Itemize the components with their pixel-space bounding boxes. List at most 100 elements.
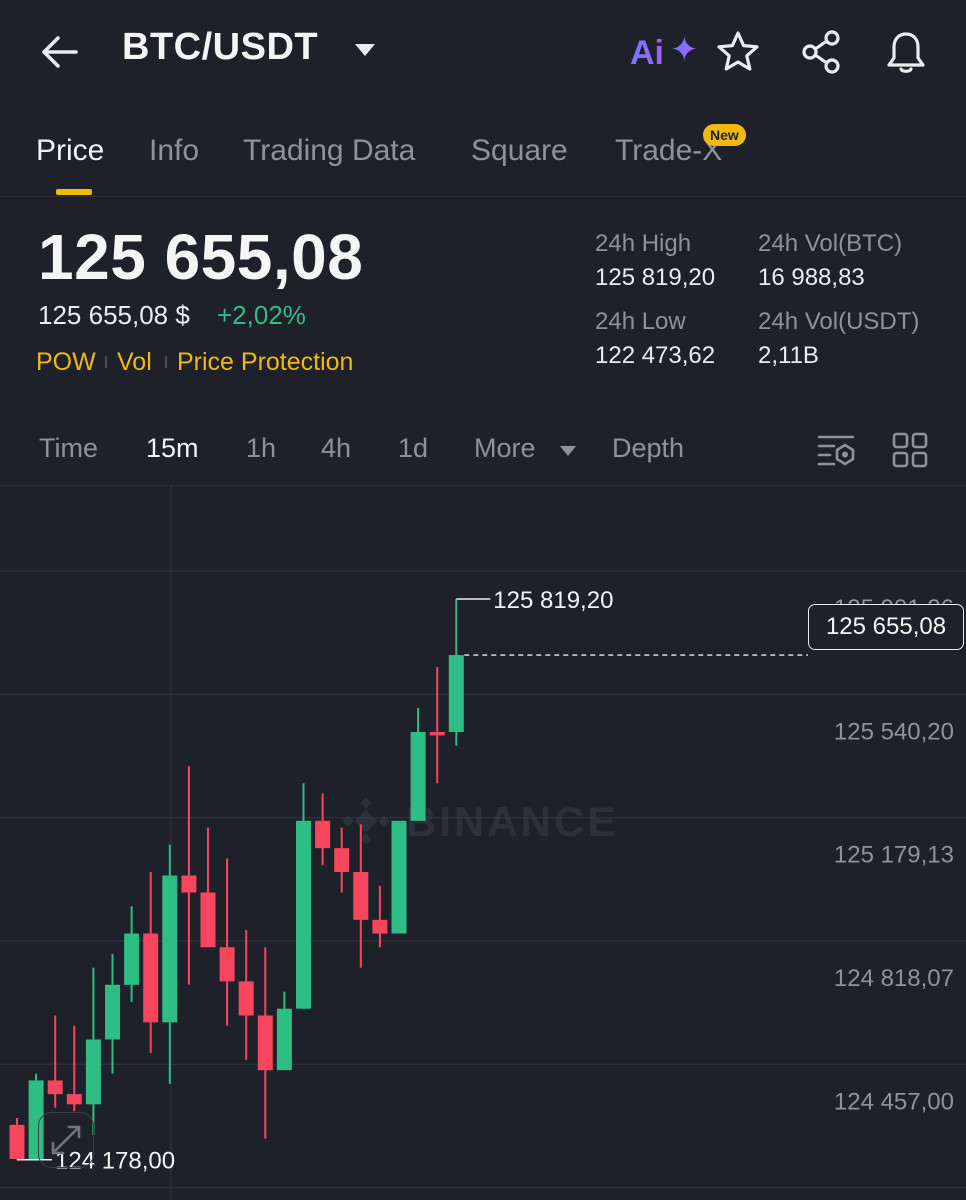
candles: [9, 599, 464, 1160]
fiat-price: 125 655,08 $: [38, 300, 190, 330]
interval-more[interactable]: More: [474, 433, 536, 463]
candle: [315, 793, 331, 866]
caret-down-icon[interactable]: [558, 444, 578, 458]
binance-watermark: BINANCE: [342, 797, 618, 845]
candle: [105, 954, 120, 1074]
candle: [334, 827, 350, 893]
candle: [143, 872, 159, 1054]
candlestick-chart[interactable]: BINANCE 125 819,20 124 178,00 125 901,261…: [0, 486, 966, 1200]
candle-body: [143, 933, 159, 1023]
stat-24h-low-value: 122 473,62: [595, 342, 716, 369]
low-marker-label: 124 178,00: [55, 1148, 175, 1175]
expand-chart-button[interactable]: [38, 1112, 94, 1168]
candle: [238, 930, 254, 1060]
candle: [448, 599, 464, 746]
candle-body: [429, 731, 445, 736]
candle: [47, 1015, 63, 1108]
indicator-settings-icon[interactable]: [816, 432, 856, 468]
candle-body: [391, 820, 407, 934]
grid-layer: [0, 570, 966, 1189]
candle: [296, 783, 311, 1009]
pair-title[interactable]: BTC/USDT: [122, 26, 319, 68]
tag-separator: [165, 356, 167, 368]
candle: [276, 991, 292, 1071]
y-tick-label: 124 457,00: [834, 1088, 954, 1115]
back-arrow-icon[interactable]: [38, 30, 82, 74]
candle-body: [124, 933, 140, 985]
interval-time[interactable]: Time: [39, 433, 98, 463]
interval-1h[interactable]: 1h: [246, 433, 277, 463]
interval-4h[interactable]: 4h: [321, 433, 352, 463]
candle-body: [200, 892, 216, 948]
stat-24h-vol-btc-value: 16 988,83: [758, 264, 865, 291]
tab-trading-data[interactable]: Trading Data: [243, 134, 416, 167]
candle-body: [162, 875, 178, 1023]
candle: [257, 947, 273, 1139]
divider: [0, 485, 966, 486]
tab-square[interactable]: Square: [471, 134, 568, 167]
candle: [85, 967, 101, 1136]
tab-price[interactable]: Price: [36, 134, 105, 167]
tag-separator: [105, 356, 107, 368]
high-marker-label: 125 819,20: [493, 587, 613, 614]
candle-body: [334, 848, 350, 873]
stat-24h-high-value: 125 819,20: [595, 264, 716, 291]
interval-15m[interactable]: 15m: [146, 433, 199, 463]
candle: [410, 708, 426, 821]
candle-body: [47, 1080, 63, 1095]
sparkle-icon: ✦: [670, 31, 699, 69]
candle-body: [448, 655, 464, 732]
stat-24h-high-label: 24h High: [595, 230, 692, 257]
tag-pow[interactable]: POW: [36, 348, 96, 376]
ai-label: Ai: [630, 34, 664, 72]
candle: [66, 1025, 82, 1112]
candle-body: [105, 984, 120, 1040]
candle: [219, 858, 235, 1026]
candle: [200, 827, 216, 948]
star-icon[interactable]: [714, 28, 762, 76]
share-icon[interactable]: [798, 28, 846, 76]
candle: [181, 766, 197, 985]
candle-body: [219, 947, 235, 982]
bell-icon[interactable]: [882, 28, 930, 76]
stat-24h-vol-btc-label: 24h Vol(BTC): [758, 230, 903, 257]
current-price-value: 125 655,08: [825, 613, 947, 640]
candle-body: [9, 1124, 25, 1160]
stat-24h-vol-usdt-label: 24h Vol(USDT): [758, 308, 920, 335]
candle-body: [410, 731, 426, 821]
ai-icon[interactable]: Ai ✦: [630, 31, 699, 74]
candle-body: [296, 820, 311, 1009]
expand-icon: [51, 1125, 81, 1155]
candle: [28, 1073, 44, 1160]
divider: [0, 196, 966, 197]
candle-body: [276, 1008, 292, 1071]
stat-24h-low-label: 24h Low: [595, 308, 686, 335]
current-price-label: 125 655,08: [808, 604, 964, 650]
candle-body: [181, 875, 197, 893]
caret-down-icon[interactable]: [352, 41, 378, 61]
candle: [353, 824, 369, 968]
interval-depth[interactable]: Depth: [612, 433, 685, 463]
tag-vol[interactable]: Vol: [117, 348, 152, 376]
watermark-text: BINANCE: [406, 798, 618, 845]
candle-body: [372, 919, 388, 934]
candle: [162, 844, 178, 1084]
tag-price-protection[interactable]: Price Protection: [177, 348, 354, 376]
candle-body: [353, 872, 369, 920]
candle: [372, 885, 388, 948]
price-change-percent: +2,02%: [217, 300, 306, 330]
candle-body: [85, 1039, 101, 1105]
stat-24h-vol-usdt-value: 2,11B: [758, 342, 819, 369]
candle-body: [66, 1094, 82, 1105]
tab-info[interactable]: Info: [149, 134, 200, 167]
candle-body: [257, 1015, 273, 1071]
candle: [391, 820, 407, 934]
y-tick-label: 125 540,20: [834, 718, 954, 745]
grid-layout-icon[interactable]: [892, 432, 928, 468]
candle-body: [238, 981, 254, 1016]
interval-1d[interactable]: 1d: [398, 433, 429, 463]
candle: [9, 1118, 25, 1160]
y-tick-label: 124 818,07: [834, 965, 954, 992]
new-badge: New: [703, 124, 746, 146]
